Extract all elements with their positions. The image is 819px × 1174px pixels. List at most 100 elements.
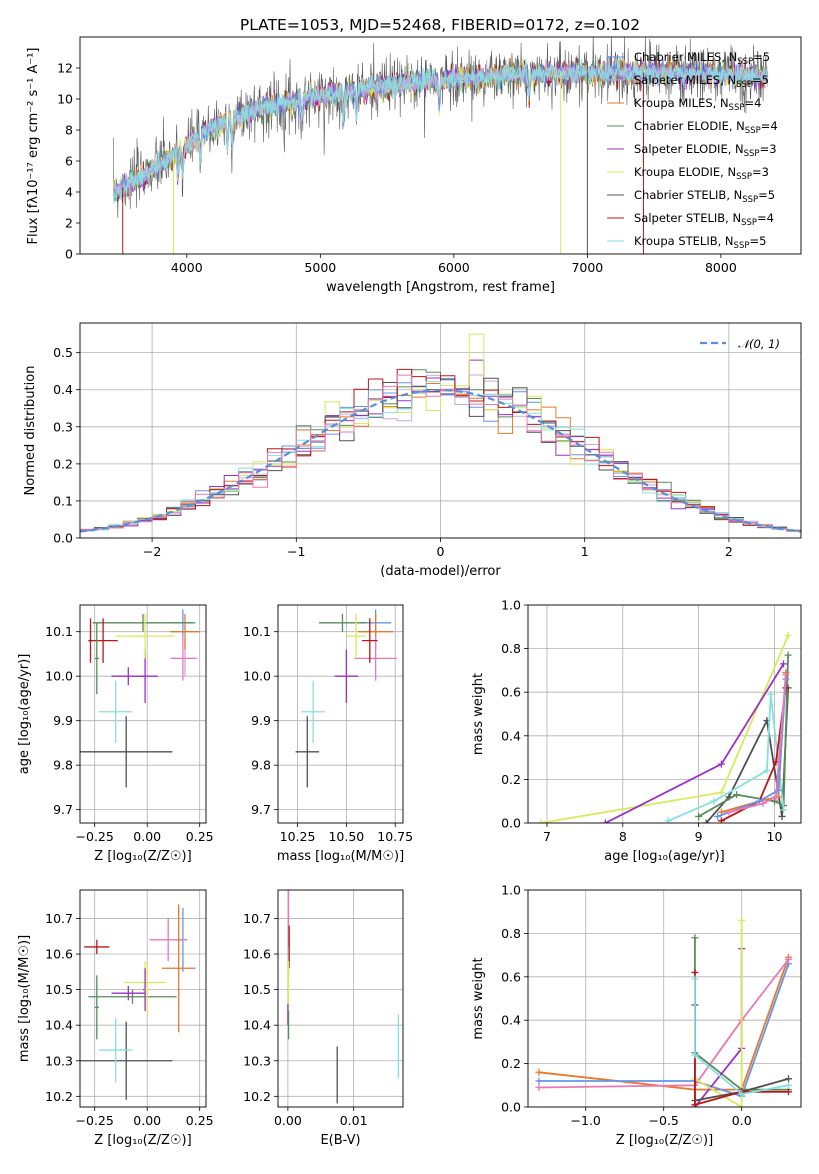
- y-axis-label: mass weight: [471, 673, 486, 755]
- weight-marker: [763, 767, 771, 775]
- x-axis-label: mass [log₁₀(M/M☉)]: [277, 849, 404, 864]
- y-axis-label: Flux [fλ10⁻¹⁷ erg cm⁻² s⁻¹ A⁻¹]: [26, 48, 41, 245]
- weight-marker: [784, 651, 792, 659]
- weight-marker: [710, 797, 718, 805]
- x-tick-label: 5000: [304, 260, 336, 275]
- weight-marker: [782, 671, 790, 679]
- y-tick-label: 10.4: [45, 1018, 73, 1033]
- y-tick-label: 0.0: [53, 531, 73, 546]
- plot-area: [112, 37, 769, 254]
- y-tick-label: 12: [57, 61, 73, 76]
- weight-marker: [702, 819, 710, 823]
- x-tick-label: 7: [543, 829, 551, 844]
- weight-marker: [691, 975, 699, 983]
- weight-marker: [785, 955, 793, 963]
- y-tick-label: 0.4: [501, 1013, 521, 1028]
- y-tick-label: 10.5: [243, 982, 271, 997]
- weight-marker: [767, 690, 775, 698]
- figure-title: PLATE=1053, MJD=52468, FIBERID=0172, z=0…: [240, 16, 640, 34]
- y-tick-label: 0.4: [501, 728, 521, 743]
- normal-curve: [80, 388, 801, 533]
- x-tick-label: 6000: [438, 260, 470, 275]
- weight-marker: [601, 819, 609, 823]
- x-axis-label: Z [log₁₀(Z/Z☉)]: [94, 849, 191, 864]
- weight-marker: [691, 934, 699, 942]
- weight-marker: [733, 791, 741, 799]
- y-tick-label: 0.2: [53, 456, 73, 471]
- y-tick-label: 4: [65, 185, 73, 200]
- weight-marker: [738, 1103, 746, 1107]
- x-tick-label: 10: [767, 829, 783, 844]
- weight-marker: [664, 817, 672, 823]
- y-tick-label: 0: [65, 247, 73, 262]
- y-tick-label: 9.8: [53, 758, 73, 773]
- x-tick-label: 0: [437, 544, 445, 559]
- y-axis-label: mass weight: [471, 957, 486, 1039]
- weight-marker: [759, 799, 767, 807]
- plot-area: [80, 323, 801, 538]
- weight-marker: [717, 760, 725, 768]
- spectrum-line: [112, 56, 769, 205]
- weight-marker: [535, 1068, 543, 1076]
- weight-marker: [535, 1077, 543, 1085]
- y-tick-label: 10.5: [45, 982, 73, 997]
- legend-label: Chabrier MILES, NSSP=5: [634, 50, 770, 67]
- z-weight-axes: −1.0 −0.5 0.0 0.0 0.2 0.4 0.6 0.8 1.0 Z [log₁₀(Z/…: [471, 883, 802, 1148]
- weight-marker: [738, 1090, 746, 1098]
- x-tick-label: 10.75: [377, 829, 413, 844]
- legend-label: Chabrier STELIB, NSSP=5: [634, 188, 775, 205]
- y-tick-label: 10: [57, 92, 73, 107]
- z-mass-axes: −0.25 0.00 0.25 10.2 10.3 10.4 10.5 10.6 10.7 Z […: [17, 889, 214, 1148]
- y-tick-label: 1.0: [501, 883, 521, 898]
- weight-line: [604, 663, 785, 823]
- x-axis-label: wavelength [Angstrom, rest frame]: [326, 280, 555, 295]
- axes-frame: [277, 604, 404, 824]
- weight-marker: [695, 812, 703, 820]
- x-tick-label: 8000: [705, 260, 737, 275]
- axes-frame: [79, 36, 802, 255]
- legend-label: Kroupa ELODIE, NSSP=3: [634, 165, 769, 182]
- weight-marker: [717, 817, 725, 823]
- weight-marker: [770, 797, 778, 805]
- x-tick-label: −2: [143, 544, 161, 559]
- x-tick-label: −1.0: [571, 1113, 601, 1128]
- y-tick-label: 6: [65, 154, 73, 169]
- x-axis-label: Z [log₁₀(Z/Z☉)]: [616, 1133, 713, 1148]
- histogram-step: [80, 374, 801, 532]
- histogram-axes: −2 −1 0 1 2 0.0 0.1 0.2 0.3 0.4 0.5 (data-model)/er…: [23, 322, 802, 579]
- weight-marker: [725, 808, 733, 816]
- weight-marker: [691, 968, 699, 976]
- x-tick-label: 0.25: [186, 1113, 214, 1128]
- y-tick-label: 9.9: [251, 713, 271, 728]
- spectrum-axes: 4000 5000 6000 7000 8000 0 2 4 6 8 10 12 wavelength …: [26, 36, 802, 295]
- x-axis-label: E(B-V): [320, 1133, 360, 1148]
- legend-label: Kroupa STELIB, NSSP=5: [634, 234, 766, 251]
- y-tick-label: 10.0: [45, 669, 73, 684]
- weight-marker: [780, 806, 788, 814]
- legend-label: Salpeter ELODIE, NSSP=3: [634, 142, 777, 159]
- weight-marker: [785, 1088, 793, 1096]
- weight-marker: [717, 788, 725, 796]
- y-axis-label: age [log₁₀(age/yr)]: [17, 654, 32, 775]
- y-tick-label: 9.8: [251, 758, 271, 773]
- legend-label: Salpeter STELIB, NSSP=4: [634, 211, 774, 228]
- y-tick-label: 0.6: [501, 685, 521, 700]
- weight-marker: [535, 1083, 543, 1091]
- legend-label: Kroupa MILES, NSSP=4: [634, 96, 761, 113]
- y-tick-label: 10.2: [243, 1089, 271, 1104]
- y-axis-label: mass [log₁₀(M/M☉)]: [17, 935, 32, 1062]
- weight-marker: [691, 1051, 699, 1059]
- x-tick-label: 0.0: [732, 1113, 752, 1128]
- y-tick-label: 0.3: [53, 419, 73, 434]
- y-tick-label: 10.6: [243, 947, 271, 962]
- x-tick-label: −1: [287, 544, 305, 559]
- x-tick-label: 4000: [171, 260, 203, 275]
- x-tick-label: 10.50: [328, 829, 364, 844]
- legend-label: Chabrier ELODIE, NSSP=4: [634, 119, 778, 136]
- x-tick-label: 9: [695, 829, 703, 844]
- y-tick-label: 0.8: [501, 641, 521, 656]
- axes-frame: [79, 889, 207, 1108]
- y-tick-label: 10.4: [243, 1018, 271, 1033]
- mass-age-axes: 10.25 10.50 10.75 9.7 9.8 9.9 10.0 10.1 mass [lo…: [243, 604, 413, 864]
